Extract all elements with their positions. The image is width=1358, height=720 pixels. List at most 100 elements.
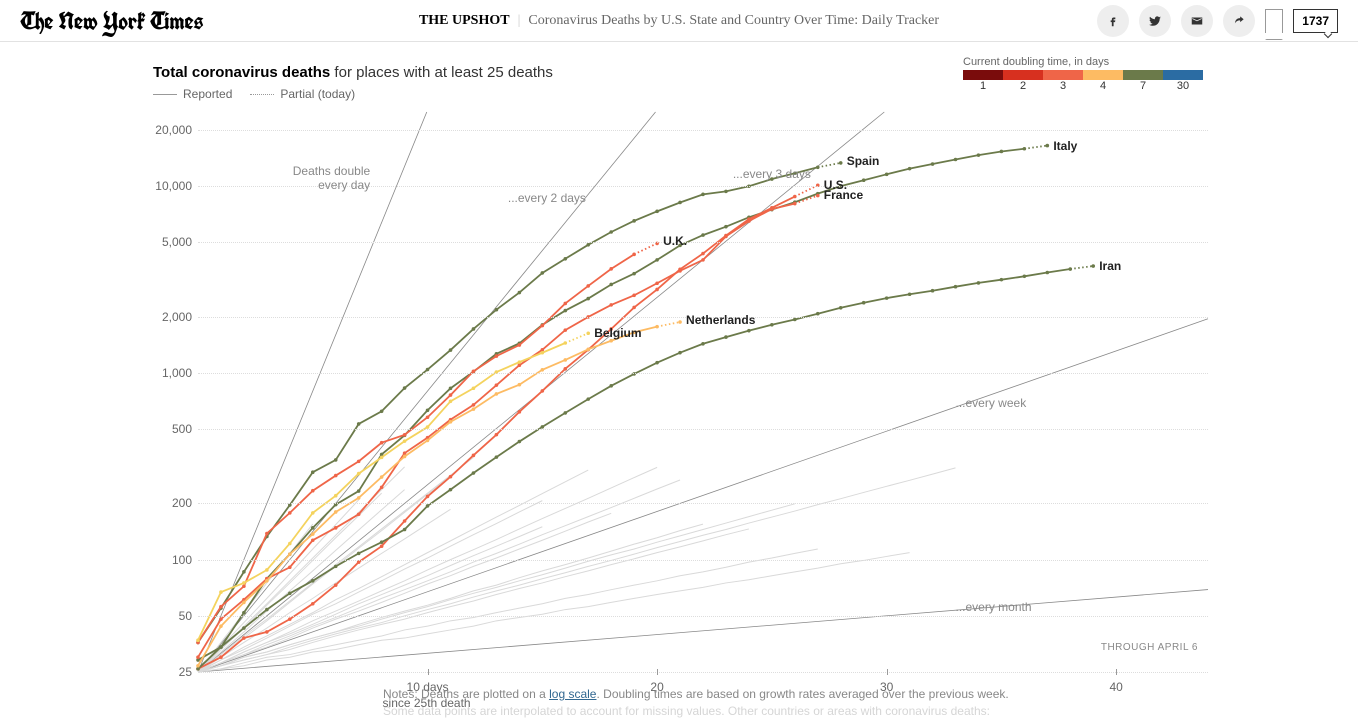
series-point [265, 568, 269, 572]
series-point [219, 624, 223, 628]
series-point [586, 347, 590, 351]
series-point [701, 342, 705, 346]
doubling-guide-line [198, 112, 656, 672]
nyt-logo[interactable]: The New York Times [20, 5, 203, 37]
series-point [426, 439, 430, 443]
series-point [885, 173, 889, 177]
series-point [334, 565, 338, 569]
series-point [334, 458, 338, 462]
series-point [839, 161, 843, 165]
chart-legend: Reported Partial (today) [153, 87, 553, 101]
series-point [334, 474, 338, 478]
series-point [609, 267, 613, 271]
series-point [586, 284, 590, 288]
series-line [198, 149, 1024, 660]
series-point [472, 403, 476, 407]
series-point [242, 581, 246, 585]
series-point [403, 439, 407, 443]
series-point [931, 289, 935, 293]
series-point [403, 433, 407, 437]
series-point [518, 440, 522, 444]
series-point [242, 626, 246, 630]
series-point [311, 526, 315, 530]
series-point [357, 552, 361, 556]
page-header: The New York Times THE UPSHOT | Coronavi… [0, 0, 1358, 42]
series-point [219, 645, 223, 649]
series-point [334, 510, 338, 514]
series-point [678, 351, 682, 355]
series-point [449, 475, 453, 479]
series-point [242, 584, 246, 588]
series-point [495, 433, 499, 437]
email-icon[interactable] [1181, 5, 1213, 37]
legend-partial: Partial (today) [250, 87, 355, 101]
series-line-partial [634, 243, 657, 254]
series-line-partial [657, 322, 680, 327]
notes-line2: Some data points are interpolated to acc… [383, 704, 990, 718]
y-axis-tick: 5,000 [152, 235, 192, 249]
series-point [1091, 264, 1095, 268]
legend-reported: Reported [153, 87, 232, 101]
scale-segment-label: 4 [1083, 80, 1123, 92]
doubling-guide-label: ...every month [956, 600, 1032, 614]
series-point [862, 178, 866, 182]
scale-legend-title: Current doubling time, in days [963, 56, 1203, 68]
series-point [311, 489, 315, 493]
series-point [931, 162, 935, 166]
series-point [357, 472, 361, 476]
series-point [1046, 144, 1050, 148]
scale-segment [963, 70, 1003, 80]
series-point [655, 361, 659, 365]
series-line [198, 197, 795, 669]
series-point [472, 386, 476, 390]
series-point [632, 253, 636, 257]
series-point [908, 292, 912, 296]
gridline [198, 242, 1208, 243]
y-axis-tick: 20,000 [152, 123, 192, 137]
series-point [311, 602, 315, 606]
series-point [449, 488, 453, 492]
series-point [701, 193, 705, 197]
series-line [198, 204, 795, 658]
series-point [518, 410, 522, 414]
series-point [793, 195, 797, 199]
series-point [655, 325, 659, 329]
bookmark-icon[interactable] [1265, 9, 1283, 33]
twitter-icon[interactable] [1139, 5, 1171, 37]
series-point [977, 281, 981, 285]
log-scale-link[interactable]: log scale [549, 687, 596, 701]
series-point [862, 301, 866, 305]
series-point [357, 496, 361, 500]
share-icon[interactable] [1223, 5, 1255, 37]
series-point [380, 544, 384, 548]
series-point [449, 399, 453, 403]
series-point [908, 167, 912, 171]
series-point [609, 230, 613, 234]
scale-segment [1163, 70, 1203, 80]
series-point [357, 489, 361, 493]
series-point [816, 312, 820, 316]
series-point [265, 608, 269, 612]
series-point [1000, 150, 1004, 154]
facebook-icon[interactable] [1097, 5, 1129, 37]
series-point [541, 368, 545, 372]
series-point [1068, 267, 1072, 271]
series-point [563, 411, 567, 415]
gridline [198, 130, 1208, 131]
series-point [563, 358, 567, 362]
comment-count[interactable]: 1737 [1293, 9, 1338, 33]
series-point [655, 258, 659, 262]
series-point [357, 512, 361, 516]
notes-mid: . Doubling times are based on growth rat… [596, 687, 1008, 701]
series-point [219, 655, 223, 659]
series-point [219, 605, 223, 609]
series-point [242, 570, 246, 574]
series-line-partial [1024, 146, 1047, 149]
series-point [586, 331, 590, 335]
y-axis-tick: 1,000 [152, 366, 192, 380]
series-point [219, 590, 223, 594]
doubling-guide-line [198, 319, 1208, 672]
article-title: Coronavirus Deaths by U.S. State and Cou… [528, 13, 939, 29]
series-point [655, 281, 659, 285]
upshot-label[interactable]: THE UPSHOT [419, 13, 510, 29]
